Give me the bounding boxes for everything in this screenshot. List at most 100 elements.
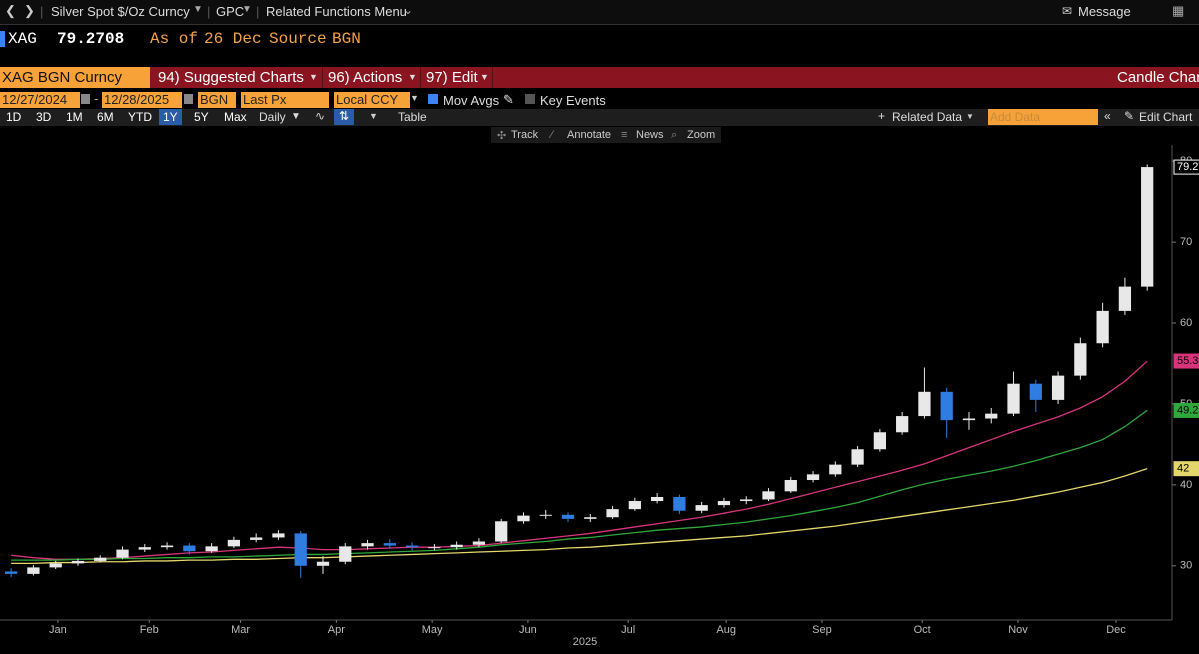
range-button[interactable]: 3D — [36, 110, 52, 124]
start-date[interactable]: 12/27/2024 — [0, 92, 80, 108]
last-value-label: 79.27 — [1177, 161, 1199, 173]
security-field[interactable]: XAG BGN Curncy — [2, 69, 123, 86]
last-value-box — [1173, 353, 1199, 369]
range-button[interactable]: 1D — [6, 110, 22, 124]
range-button[interactable]: 6M — [97, 110, 114, 124]
security-dropdown[interactable]: Silver Spot $/Oz Curncy — [51, 4, 190, 19]
settings-icon[interactable]: ▦ — [1172, 3, 1185, 18]
source-label: Source — [269, 30, 327, 48]
range-button[interactable]: 5Y — [194, 110, 209, 124]
candle-icon[interactable]: ⇅ — [334, 109, 354, 125]
dropdown-arrow: ▼ — [242, 4, 252, 15]
message-icon: ✉ — [1062, 4, 1073, 18]
candle-body — [227, 539, 241, 547]
candle-body — [1074, 343, 1087, 376]
x-axis-label: 2025 — [573, 636, 597, 648]
plus-icon: + — [878, 109, 886, 123]
x-tick-label: May — [422, 624, 443, 636]
menu-item[interactable]: 97) Edit — [426, 69, 478, 86]
divider — [322, 67, 323, 88]
field-select[interactable]: Last Px — [241, 92, 329, 108]
range-row: 1D 3D 1M 6M YTD 1Y 5Y Max Daily ▼ ∿ ⇅ ▼ Table +… — [0, 109, 1199, 126]
period-select[interactable]: Daily — [259, 110, 286, 124]
key-events-checkbox[interactable] — [525, 94, 535, 104]
x-tick-label: Jan — [49, 624, 67, 636]
back-button[interactable]: ❮ — [5, 3, 16, 18]
candle-body — [650, 497, 664, 502]
dropdown-arrow: ▼ — [193, 4, 203, 15]
y-tick-label: 40 — [1180, 479, 1192, 491]
candle-body — [1051, 375, 1065, 400]
tool-button[interactable]: Annotate — [567, 129, 612, 141]
moving-average-line — [11, 360, 1148, 560]
last-value-box — [1173, 159, 1199, 175]
tool-icon: ✣ — [497, 130, 507, 142]
chart-background — [0, 145, 1199, 654]
candle-body — [160, 545, 174, 548]
x-tick-label: Jul — [621, 624, 635, 636]
menu-item[interactable]: 94) Suggested Charts — [158, 69, 304, 86]
candle-body — [183, 545, 196, 552]
x-tick-label: Aug — [716, 624, 736, 636]
tool-icon: ≡ — [621, 129, 628, 141]
as-of-label: As of — [150, 30, 199, 48]
tool-button[interactable]: Zoom — [687, 129, 716, 141]
edit-chart[interactable]: Edit Chart — [1139, 110, 1193, 124]
candle-body — [383, 543, 396, 546]
candle-body — [918, 391, 931, 417]
security-box — [0, 67, 150, 88]
source-field[interactable]: BGN — [198, 92, 236, 108]
candle-body — [962, 418, 976, 421]
quote-line: XAG 79.2708 As of 26 Dec Source BGN — [0, 26, 1199, 54]
last-value-box — [1173, 461, 1199, 477]
pen-icon[interactable]: ✎ — [503, 92, 514, 107]
end-date[interactable]: 12/28/2025 — [102, 92, 182, 108]
candle-body — [584, 517, 597, 519]
dropdown-arrow: ▼ — [309, 72, 318, 82]
collapse-icon[interactable]: « — [1104, 109, 1111, 123]
add-data-field[interactable]: Add Data — [990, 110, 1041, 124]
candle-body — [517, 515, 530, 522]
range-button[interactable]: 1Y — [159, 109, 182, 125]
divider: | — [256, 4, 260, 19]
candle-body — [873, 432, 887, 450]
candle-body — [361, 543, 374, 547]
candle-body — [1141, 167, 1154, 287]
candle-body — [71, 560, 85, 564]
related-menu[interactable]: Related Functions Menu — [266, 4, 407, 19]
range-button[interactable]: YTD — [128, 110, 152, 124]
tool-button[interactable]: Track — [511, 129, 539, 141]
candle-body — [250, 537, 263, 540]
related-data[interactable]: Related Data — [892, 110, 963, 124]
line-icon[interactable]: ∿ — [315, 109, 326, 123]
pen-icon: ✎ — [1124, 109, 1135, 123]
table-button[interactable]: Table — [398, 110, 427, 124]
menu-item[interactable]: 96) Actions — [328, 69, 403, 86]
dropdown-arrow: ▼ — [410, 93, 419, 103]
candle-body — [495, 521, 508, 542]
divider: | — [207, 4, 211, 19]
candle-body — [851, 449, 864, 465]
candle-body — [606, 509, 619, 518]
divider — [420, 67, 421, 88]
calendar-icon[interactable] — [184, 94, 193, 104]
candle-body — [717, 501, 731, 506]
range-button[interactable]: 1M — [66, 110, 83, 124]
x-tick-label: Jun — [519, 624, 537, 636]
function-dropdown[interactable]: GPC — [216, 4, 245, 19]
candle-body — [294, 533, 307, 566]
forward-button[interactable]: ❯ — [24, 3, 35, 18]
message-button[interactable]: Message — [1078, 4, 1131, 19]
tool-button[interactable]: News — [636, 129, 664, 141]
mov-avgs-checkbox[interactable] — [428, 94, 438, 104]
calendar-icon[interactable] — [81, 94, 90, 104]
candle-body — [5, 571, 18, 574]
last-price: 79.2708 — [57, 30, 125, 48]
dropdown-arrow: ▼ — [369, 111, 378, 121]
source-value: BGN — [332, 30, 361, 48]
menu-bar: XAG BGN Curncy 94) Suggested Charts ▼ 96… — [0, 67, 1199, 88]
range-button[interactable]: Max — [224, 110, 247, 124]
candle-body — [806, 474, 820, 481]
x-tick-label: Dec — [1106, 624, 1126, 636]
currency-select[interactable]: Local CCY — [334, 92, 410, 108]
